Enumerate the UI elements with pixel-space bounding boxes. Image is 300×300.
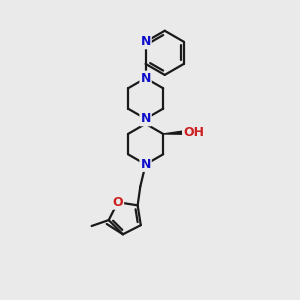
Polygon shape <box>143 119 148 124</box>
Text: N: N <box>140 72 151 85</box>
Text: N: N <box>140 112 151 125</box>
Text: O: O <box>112 196 123 209</box>
Polygon shape <box>163 131 185 134</box>
Text: N: N <box>140 158 151 171</box>
Text: N: N <box>140 35 151 48</box>
Text: OH: OH <box>183 126 204 139</box>
